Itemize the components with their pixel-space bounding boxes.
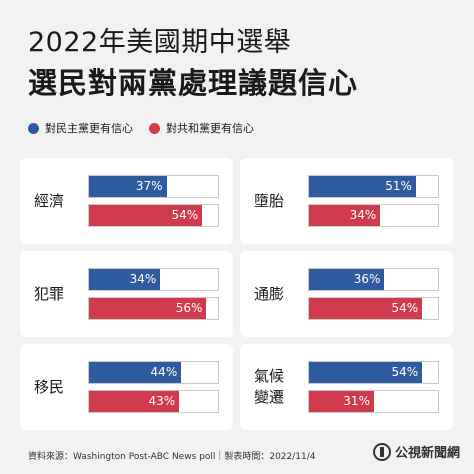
bar-republican: 34% <box>308 204 439 227</box>
category-label: 移民 <box>34 378 65 396</box>
bar-fill <box>89 298 207 319</box>
bar-democrat: 44% <box>88 361 219 384</box>
bar-republican: 54% <box>88 204 219 227</box>
bar-value-label: 34% <box>129 272 157 286</box>
bar-fill <box>309 362 423 383</box>
bar-value-label: 54% <box>391 365 419 379</box>
legend-label-republican: 對共和黨更有信心 <box>166 122 254 135</box>
category-panel: 墮胎 51% 34% <box>240 158 453 244</box>
category-label: 通膨 <box>254 285 285 303</box>
bar-fill <box>89 362 182 383</box>
bar-fill <box>309 298 423 319</box>
legend-item-democrat: 對民主黨更有信心 <box>28 120 133 136</box>
brand-logo: 公視新聞網 <box>372 442 460 461</box>
bar-democrat: 34% <box>88 268 219 291</box>
legend-item-republican: 對共和黨更有信心 <box>149 120 254 136</box>
category-label: 經濟 <box>34 192 65 210</box>
bar-fill <box>309 176 416 197</box>
legend-swatch-democrat <box>28 122 39 134</box>
category-panel: 移民 44% 43% <box>20 344 233 430</box>
bar-fill <box>89 269 161 290</box>
bar-fill <box>309 391 374 412</box>
legend-label-democrat: 對民主黨更有信心 <box>45 122 133 135</box>
category-panel: 氣候 變遷 54% 31% <box>240 344 453 430</box>
bar-republican: 31% <box>308 390 439 413</box>
category-label: 墮胎 <box>254 192 285 210</box>
bar-democrat: 51% <box>308 175 439 198</box>
source-note: 資料來源：Washington Post-ABC News poll｜製表時間：… <box>28 452 316 462</box>
bar-value-label: 34% <box>349 208 377 222</box>
legend-swatch-republican <box>149 122 160 134</box>
bar-fill <box>309 205 381 226</box>
bar-value-label: 37% <box>135 179 163 193</box>
brand-logo-text: 公視新聞網 <box>394 446 460 461</box>
pts-logo-icon <box>372 442 391 461</box>
bar-fill <box>309 269 385 290</box>
legend: 對民主黨更有信心 對共和黨更有信心 <box>28 120 270 136</box>
bar-democrat: 54% <box>308 361 439 384</box>
bar-value-label: 36% <box>353 272 381 286</box>
category-panel: 通膨 36% 54% <box>240 251 453 337</box>
bar-republican: 56% <box>88 297 219 320</box>
bar-value-label: 54% <box>391 301 419 315</box>
chart-title: 2022年美國期中選舉 <box>28 27 292 58</box>
category-panel: 犯罪 34% 56% <box>20 251 233 337</box>
bar-fill <box>89 391 180 412</box>
bar-value-label: 43% <box>148 394 176 408</box>
bar-democrat: 36% <box>308 268 439 291</box>
category-panel: 經濟 37% 54% <box>20 158 233 244</box>
bar-fill <box>89 205 203 226</box>
category-label: 氣候 變遷 <box>254 367 285 406</box>
bar-fill <box>89 176 167 197</box>
bar-value-label: 31% <box>343 394 370 408</box>
chart-subtitle: 選民對兩黨處理議題信心 <box>28 66 359 100</box>
bar-value-label: 54% <box>171 208 199 222</box>
bar-value-label: 51% <box>385 179 412 193</box>
bar-value-label: 44% <box>150 365 178 379</box>
bar-democrat: 37% <box>88 175 219 198</box>
bar-republican: 54% <box>308 297 439 320</box>
bar-value-label: 56% <box>175 301 203 315</box>
bar-republican: 43% <box>88 390 219 413</box>
category-label: 犯罪 <box>34 285 65 303</box>
